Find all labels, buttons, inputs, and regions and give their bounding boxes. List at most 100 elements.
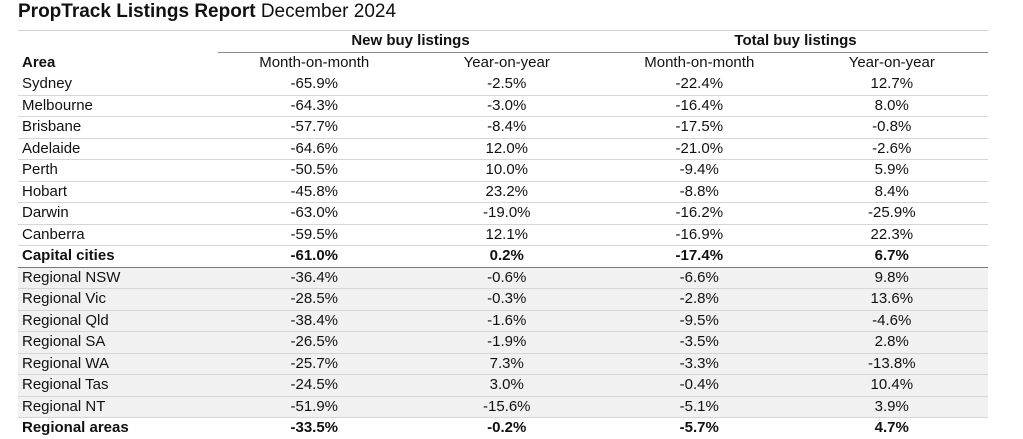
cell-new-mom: -50.5% bbox=[218, 159, 411, 182]
table-row: Melbourne -64.3% -3.0% -16.4% 8.0% bbox=[18, 95, 989, 117]
table-row: Regional Vic -28.5% -0.3% -2.8% 13.6% bbox=[18, 288, 989, 311]
cell-new-yoy: -2.5% bbox=[410, 73, 604, 96]
cell-total-yoy: 13.6% bbox=[795, 288, 989, 311]
cell-total-yoy: 22.3% bbox=[795, 224, 989, 246]
cell-new-yoy: -0.2% bbox=[410, 417, 604, 439]
group-header-new: New buy listings bbox=[218, 30, 604, 53]
cell-total-mom: -3.3% bbox=[603, 353, 796, 375]
cell-new-yoy: -19.0% bbox=[410, 202, 604, 225]
cell-total-mom: -21.0% bbox=[603, 138, 796, 160]
cell-new-yoy: -8.4% bbox=[410, 116, 604, 139]
table-row: Perth -50.5% 10.0% -9.4% 5.9% bbox=[18, 159, 989, 182]
cell-total-mom: -22.4% bbox=[603, 73, 796, 96]
cell-total-mom: -17.4% bbox=[603, 245, 796, 268]
column-header-new-yoy: Year-on-year bbox=[463, 54, 550, 71]
cell-total-mom: -6.6% bbox=[603, 267, 796, 289]
cell-total-yoy: -25.9% bbox=[795, 202, 989, 225]
cell-new-mom: -24.5% bbox=[218, 374, 411, 397]
cell-new-mom: -38.4% bbox=[218, 310, 411, 332]
cell-total-mom: -16.2% bbox=[603, 202, 796, 225]
table-row: Brisbane -57.7% -8.4% -17.5% -0.8% bbox=[18, 116, 989, 139]
total-row-regional-areas: Regional areas -33.5% -0.2% -5.7% 4.7% bbox=[18, 417, 989, 439]
table-row: Sydney -65.9% -2.5% -22.4% 12.7% bbox=[18, 73, 989, 96]
table-row: Regional Qld -38.4% -1.6% -9.5% -4.6% bbox=[18, 310, 989, 332]
report-title-date: December 2024 bbox=[260, 1, 397, 22]
cell-total-mom: -8.8% bbox=[603, 181, 796, 203]
cell-total-yoy: 2.8% bbox=[795, 331, 989, 354]
cell-total-yoy: 9.8% bbox=[795, 267, 989, 289]
cell-new-yoy: 12.1% bbox=[410, 224, 604, 246]
cell-area: Capital cities bbox=[18, 245, 218, 268]
group-header-row: New buy listings Total buy listings bbox=[18, 30, 989, 53]
cell-total-mom: -16.4% bbox=[603, 95, 796, 117]
cell-new-mom: -63.0% bbox=[218, 202, 411, 225]
cell-total-yoy: 5.9% bbox=[795, 159, 989, 182]
cell-area: Regional Tas bbox=[18, 374, 218, 397]
table-row: Darwin -63.0% -19.0% -16.2% -25.9% bbox=[18, 202, 989, 225]
table-row: Regional NSW -36.4% -0.6% -6.6% 9.8% bbox=[18, 267, 989, 289]
table-row: Regional WA -25.7% 7.3% -3.3% -13.8% bbox=[18, 353, 989, 375]
cell-total-mom: -9.5% bbox=[603, 310, 796, 332]
cell-total-yoy: -13.8% bbox=[795, 353, 989, 375]
table-row: Hobart -45.8% 23.2% -8.8% 8.4% bbox=[18, 181, 989, 203]
cell-total-mom: -5.7% bbox=[603, 417, 796, 439]
cell-total-yoy: 10.4% bbox=[795, 374, 989, 397]
cell-total-yoy: -0.8% bbox=[795, 116, 989, 139]
cell-total-mom: -0.4% bbox=[603, 374, 796, 397]
cell-area: Hobart bbox=[18, 181, 218, 203]
cell-total-yoy: -2.6% bbox=[795, 138, 989, 160]
cell-area: Regional areas bbox=[18, 417, 218, 439]
column-header-new-mom: Month-on-month bbox=[259, 54, 370, 71]
cell-total-mom: -16.9% bbox=[603, 224, 796, 246]
cell-area: Adelaide bbox=[18, 138, 218, 160]
cell-total-mom: -9.4% bbox=[603, 159, 796, 182]
listings-table: New buy listings Total buy listings Area… bbox=[18, 30, 989, 439]
cell-new-yoy: -0.6% bbox=[410, 267, 604, 289]
cell-total-yoy: -4.6% bbox=[795, 310, 989, 332]
table-row: Canberra -59.5% 12.1% -16.9% 22.3% bbox=[18, 224, 989, 246]
cell-area: Perth bbox=[18, 159, 218, 182]
cell-new-yoy: 12.0% bbox=[410, 138, 604, 160]
cell-total-yoy: 3.9% bbox=[795, 396, 989, 418]
cell-new-mom: -65.9% bbox=[218, 73, 411, 96]
table-row: Regional NT -51.9% -15.6% -5.1% 3.9% bbox=[18, 396, 989, 418]
column-header-total-mom: Month-on-month bbox=[644, 54, 755, 71]
cell-new-yoy: -3.0% bbox=[410, 95, 604, 117]
cell-new-yoy: -1.6% bbox=[410, 310, 604, 332]
cell-area: Regional WA bbox=[18, 353, 218, 375]
cell-new-yoy: -15.6% bbox=[410, 396, 604, 418]
cell-area: Regional Vic bbox=[18, 288, 218, 311]
cell-area: Regional SA bbox=[18, 331, 218, 354]
cell-new-mom: -45.8% bbox=[218, 181, 411, 203]
cell-area: Regional Qld bbox=[18, 310, 218, 332]
cell-new-mom: -59.5% bbox=[218, 224, 411, 246]
cell-new-mom: -28.5% bbox=[218, 288, 411, 311]
column-header-area: Area bbox=[22, 53, 56, 71]
cell-area: Melbourne bbox=[18, 95, 218, 117]
table-row: Regional Tas -24.5% 3.0% -0.4% 10.4% bbox=[18, 374, 989, 397]
cell-new-mom: -25.7% bbox=[218, 353, 411, 375]
cell-total-yoy: 4.7% bbox=[795, 417, 989, 439]
cell-new-yoy: -1.9% bbox=[410, 331, 604, 354]
cell-new-mom: -57.7% bbox=[218, 116, 411, 139]
table-row: Regional SA -26.5% -1.9% -3.5% 2.8% bbox=[18, 331, 989, 354]
cell-area: Regional NT bbox=[18, 396, 218, 418]
cell-new-mom: -26.5% bbox=[218, 331, 411, 354]
cell-new-yoy: 3.0% bbox=[410, 374, 604, 397]
cell-new-mom: -51.9% bbox=[218, 396, 411, 418]
column-header-row: Area Month-on-month Year-on-year Month-o… bbox=[18, 52, 988, 74]
cell-new-mom: -33.5% bbox=[218, 417, 411, 439]
cell-area: Canberra bbox=[18, 224, 218, 246]
cell-total-mom: -5.1% bbox=[603, 396, 796, 418]
cell-new-mom: -64.3% bbox=[218, 95, 411, 117]
table-row: Adelaide -64.6% 12.0% -21.0% -2.6% bbox=[18, 138, 989, 160]
cell-new-mom: -36.4% bbox=[218, 267, 411, 289]
cell-area: Darwin bbox=[18, 202, 218, 225]
cell-new-yoy: -0.3% bbox=[410, 288, 604, 311]
group-header-blank bbox=[18, 30, 218, 52]
cell-total-mom: -3.5% bbox=[603, 331, 796, 354]
cell-total-yoy: 6.7% bbox=[795, 245, 989, 268]
cell-area: Brisbane bbox=[18, 116, 218, 139]
cell-new-mom: -61.0% bbox=[218, 245, 411, 268]
